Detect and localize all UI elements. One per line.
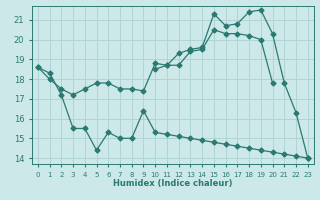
X-axis label: Humidex (Indice chaleur): Humidex (Indice chaleur) [113,179,233,188]
